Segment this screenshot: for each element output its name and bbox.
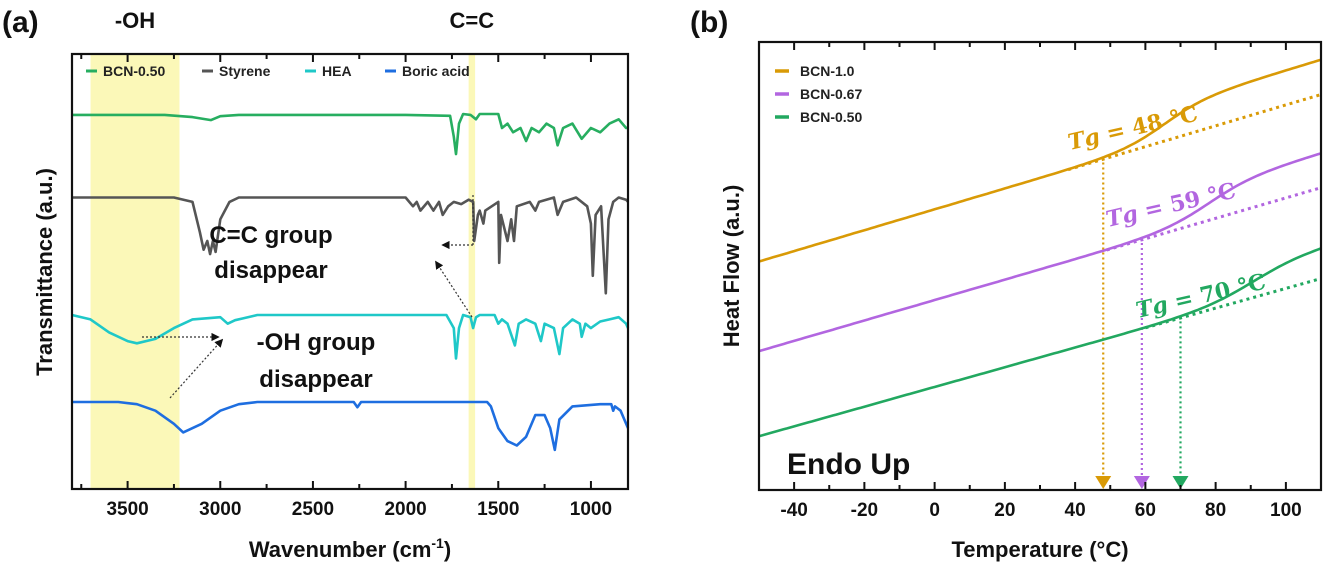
ftir-panel: (a) -OH C=C 3500 3000 2500 2000 1500 1000 BCN-… — [2, 6, 630, 562]
annotation-oh-line1: -OH group — [257, 329, 376, 356]
x-tick-label: 0 — [929, 500, 940, 521]
x-tick-label: 1000 — [570, 499, 612, 520]
annotation-arrow — [435, 260, 473, 318]
x-tick-label: 80 — [1205, 500, 1226, 521]
tg-label: Tg = 70 °C — [1134, 269, 1269, 324]
x-axis-title-close: ) — [444, 537, 451, 562]
x-tick-label: 3500 — [106, 499, 148, 520]
legend-label: Styrene — [219, 63, 271, 79]
legend-label: HEA — [322, 63, 352, 79]
x-tick-label: 20 — [994, 500, 1015, 521]
x-axis-title-sup: -1 — [431, 535, 444, 551]
legend-label: BCN-0.50 — [800, 109, 862, 125]
plot-frame-a — [70, 52, 630, 491]
x-axis-ticks-b: -40 -20 0 20 40 60 80 100 — [780, 42, 1322, 521]
baseline-extrapolation-bcn-0-50 — [1144, 277, 1322, 330]
legend-label: Boric acid — [402, 63, 470, 79]
series-line-bcn-0-50 — [758, 247, 1322, 438]
tg-label-value: = 48 °C — [1104, 101, 1200, 147]
series-line-bcn-0-67 — [758, 152, 1322, 353]
ftir-series — [71, 112, 630, 452]
y-axis-title-a: Transmittance (a.u.) — [32, 168, 57, 376]
panel-label-a: (a) — [2, 6, 39, 39]
x-axis-title-a: Wavenumber (cm-1) — [249, 535, 451, 562]
annotation-cc-line1: C=C group — [209, 222, 332, 249]
x-axis-title-text: Wavenumber (cm — [249, 537, 432, 562]
highlight-band — [468, 54, 476, 489]
x-tick-label: 40 — [1065, 500, 1086, 521]
panel-label-b: (b) — [690, 6, 728, 39]
annotation-oh-line2: disappear — [259, 366, 372, 393]
x-tick-label: -20 — [851, 500, 878, 521]
x-axis-ticks-a: 3500 3000 2500 2000 1500 1000 — [80, 54, 612, 520]
highlight-bands: -OH C=C — [90, 8, 495, 489]
tg-label: Tg = 48 °C — [1066, 101, 1201, 156]
legend-label: BCN-0.50 — [103, 63, 165, 79]
annotations-a: C=C group disappear -OH group disappear — [142, 195, 474, 399]
legend-label: BCN-1.0 — [800, 63, 855, 79]
x-tick-label: 2500 — [292, 499, 334, 520]
band-label: C=C — [450, 8, 495, 33]
tg-label-symbol: Tg — [1104, 199, 1148, 233]
x-axis-title-b: Temperature (°C) — [951, 537, 1128, 562]
series-line-boric-acid — [72, 400, 630, 452]
series-line-bcn-1-0 — [758, 58, 1322, 263]
x-tick-label: 2000 — [384, 499, 426, 520]
tg-arrow-icon — [1133, 476, 1150, 489]
endo-up-label: Endo Up — [787, 448, 910, 481]
x-tick-label: 100 — [1270, 500, 1302, 521]
series-line-hea — [71, 313, 630, 360]
y-axis-title-b: Heat Flow (a.u.) — [719, 185, 744, 348]
tg-arrow-icon — [1095, 476, 1112, 489]
x-tick-label: -40 — [780, 500, 807, 521]
highlight-band — [90, 54, 180, 489]
baseline-extrapolation-bcn-1-0 — [1067, 93, 1322, 172]
tg-label-symbol: Tg — [1066, 122, 1110, 156]
x-tick-label: 1500 — [477, 499, 519, 520]
series-line-bcn-0-50 — [72, 112, 628, 156]
x-tick-label: 60 — [1135, 500, 1156, 521]
legend-a: BCN-0.50 Styrene HEA Boric acid — [86, 63, 470, 79]
legend-b: BCN-1.0 BCN-0.67 BCN-0.50 — [775, 63, 862, 125]
dsc-panel: (b) Tg = 48 °CTg = 59 °CTg = 70 °C -40 -2… — [690, 6, 1323, 562]
legend-label: BCN-0.67 — [800, 86, 862, 102]
annotation-arrow — [169, 338, 224, 399]
annotation-cc-line2: disappear — [214, 257, 327, 284]
series-line-styrene — [72, 196, 629, 295]
x-tick-label: 3000 — [199, 499, 241, 520]
band-label: -OH — [115, 8, 155, 33]
tg-arrow-icon — [1172, 476, 1189, 489]
